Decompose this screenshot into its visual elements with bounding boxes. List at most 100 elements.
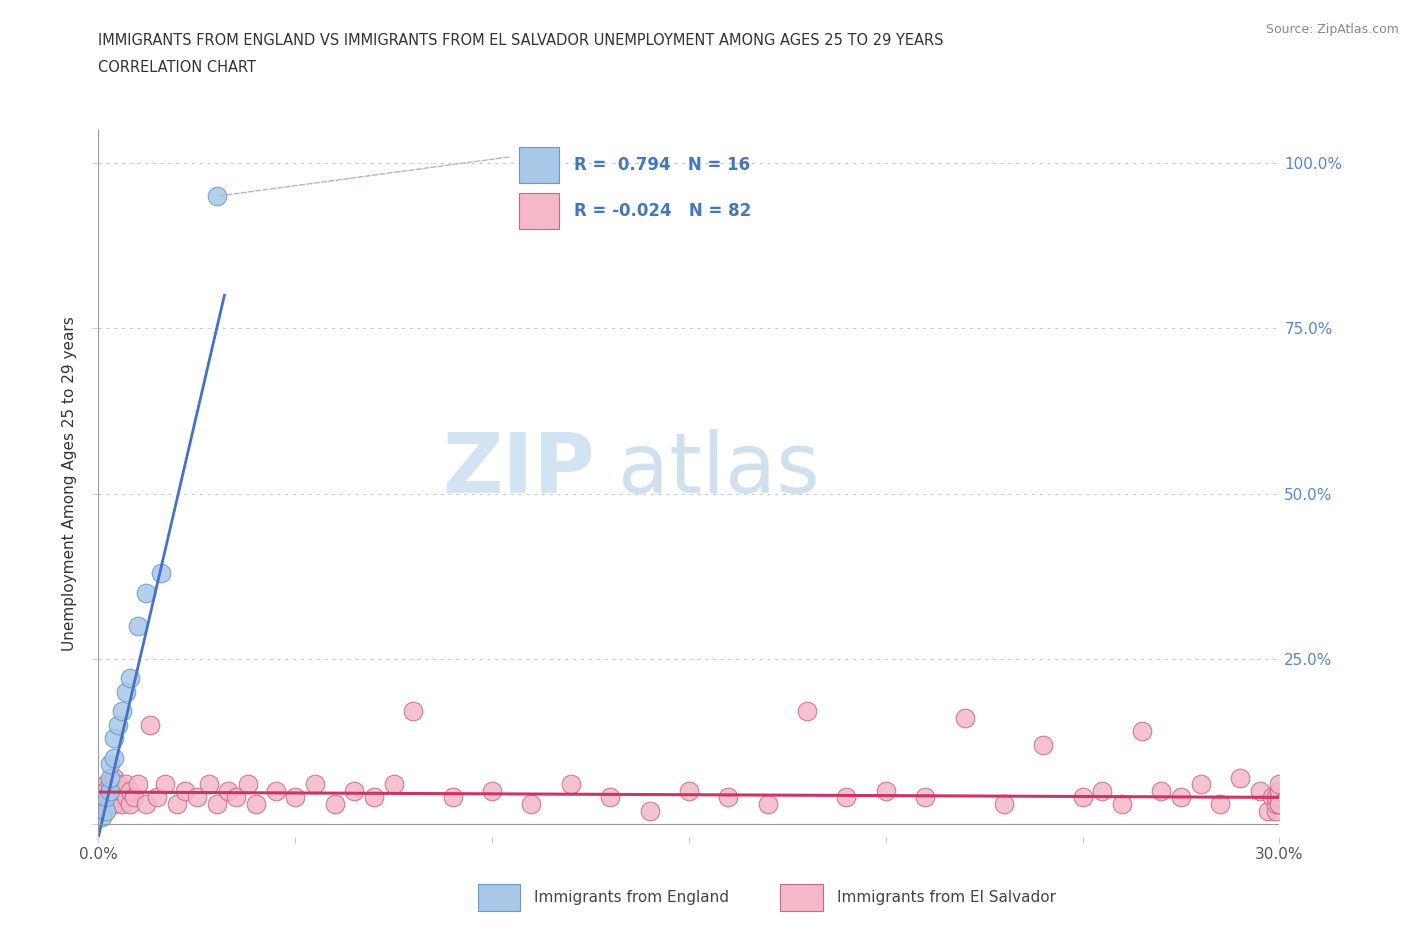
Point — [217, 783, 239, 798]
Text: ZIP: ZIP — [441, 429, 595, 510]
Point — [122, 790, 145, 804]
Point — [103, 790, 125, 804]
Point — [264, 783, 287, 798]
Point — [135, 796, 157, 811]
Point — [96, 804, 118, 818]
Point — [520, 796, 543, 811]
Point — [96, 790, 118, 804]
Point — [1257, 804, 1279, 818]
Point — [1268, 796, 1291, 811]
Point — [304, 777, 326, 791]
Point — [796, 704, 818, 719]
Point — [98, 783, 121, 798]
Text: IMMIGRANTS FROM ENGLAND VS IMMIGRANTS FROM EL SALVADOR UNEMPLOYMENT AMONG AGES 2: IMMIGRANTS FROM ENGLAND VS IMMIGRANTS FR… — [98, 33, 943, 47]
Point — [1264, 796, 1286, 811]
Point — [98, 790, 121, 804]
Bar — [519, 193, 558, 229]
Point — [98, 777, 121, 791]
Point — [91, 810, 114, 825]
Point — [481, 783, 503, 798]
Point — [96, 790, 118, 804]
Point — [638, 804, 661, 818]
Bar — [519, 147, 558, 183]
Point — [138, 717, 160, 732]
Point — [103, 796, 125, 811]
Point — [118, 796, 141, 811]
Point — [91, 796, 114, 811]
Point — [1071, 790, 1094, 804]
Point — [98, 770, 121, 785]
Point — [197, 777, 219, 791]
Point — [1032, 737, 1054, 752]
Point — [115, 684, 138, 699]
Text: Immigrants from El Salvador: Immigrants from El Salvador — [837, 890, 1056, 905]
Point — [835, 790, 858, 804]
Point — [284, 790, 307, 804]
Point — [382, 777, 405, 791]
Point — [402, 704, 425, 719]
Point — [103, 730, 125, 745]
Bar — [478, 884, 520, 911]
Point — [1268, 790, 1291, 804]
Point — [343, 783, 366, 798]
Point — [103, 751, 125, 765]
Point — [914, 790, 936, 804]
Text: R =  0.794   N = 16: R = 0.794 N = 16 — [574, 156, 751, 174]
Point — [98, 757, 121, 772]
Point — [1209, 796, 1232, 811]
Point — [1130, 724, 1153, 738]
Point — [98, 783, 121, 798]
Point — [91, 783, 114, 798]
Point — [1268, 783, 1291, 798]
Point — [186, 790, 208, 804]
Point — [599, 790, 621, 804]
Point — [111, 783, 134, 798]
Point — [107, 777, 129, 791]
Point — [225, 790, 247, 804]
Text: R = -0.024   N = 82: R = -0.024 N = 82 — [574, 202, 751, 219]
Point — [441, 790, 464, 804]
Point — [993, 796, 1015, 811]
Point — [107, 783, 129, 798]
Point — [91, 804, 114, 818]
Point — [678, 783, 700, 798]
Point — [96, 783, 118, 798]
Point — [98, 796, 121, 811]
Text: CORRELATION CHART: CORRELATION CHART — [98, 60, 256, 75]
Point — [166, 796, 188, 811]
Point — [1189, 777, 1212, 791]
Y-axis label: Unemployment Among Ages 25 to 29 years: Unemployment Among Ages 25 to 29 years — [62, 316, 77, 651]
Point — [953, 711, 976, 725]
Point — [96, 777, 118, 791]
Point — [111, 704, 134, 719]
Point — [1264, 804, 1286, 818]
Point — [1111, 796, 1133, 811]
Point — [560, 777, 582, 791]
Point — [1229, 770, 1251, 785]
Point — [127, 618, 149, 633]
Point — [118, 671, 141, 686]
Point — [107, 717, 129, 732]
Point — [107, 790, 129, 804]
Point — [155, 777, 177, 791]
Point — [1091, 783, 1114, 798]
Point — [1170, 790, 1192, 804]
Point — [245, 796, 267, 811]
Point — [1249, 783, 1271, 798]
Point — [1264, 790, 1286, 804]
Point — [323, 796, 346, 811]
Point — [1268, 777, 1291, 791]
Point — [96, 796, 118, 811]
Point — [363, 790, 385, 804]
Text: atlas: atlas — [619, 429, 820, 510]
Point — [115, 790, 138, 804]
Point — [205, 796, 228, 811]
Point — [127, 777, 149, 791]
Point — [1260, 790, 1282, 804]
Point — [115, 777, 138, 791]
Point — [118, 783, 141, 798]
Point — [150, 565, 173, 580]
Text: Immigrants from England: Immigrants from England — [534, 890, 730, 905]
Point — [756, 796, 779, 811]
Point — [111, 796, 134, 811]
